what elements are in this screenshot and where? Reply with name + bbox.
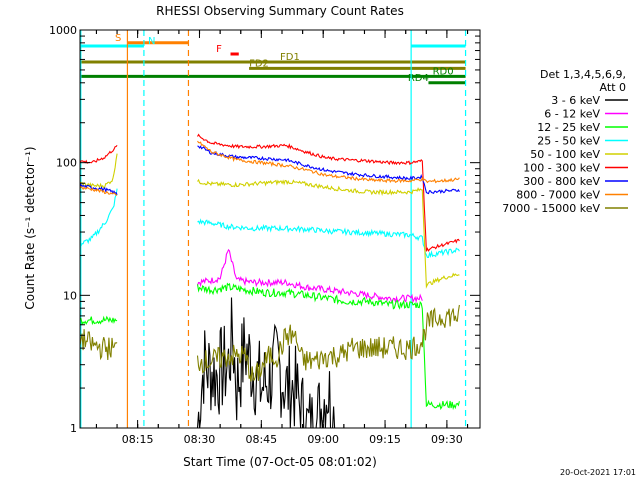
y-tick-label: 1000: [49, 24, 77, 37]
y-tick-label: 1: [70, 422, 77, 435]
plot-border: [79, 29, 481, 429]
flag-label: RD4: [408, 73, 429, 84]
legend-entry-label: 800 - 7000 keV: [516, 189, 600, 202]
legend-entry-label: 12 - 25 keV: [537, 121, 600, 134]
y-tick-label: 100: [56, 157, 77, 170]
x-tick-label: 09:30: [431, 433, 463, 446]
y-tick-label: 10: [63, 289, 77, 302]
x-tick-label: 09:15: [369, 433, 401, 446]
series-line: [79, 153, 460, 289]
flag-label: S: [115, 33, 121, 44]
legend-entry-label: 50 - 100 keV: [530, 148, 600, 161]
series-line: [79, 282, 460, 411]
flag-label: RD0: [433, 66, 454, 77]
axis-ticks: 1 10 100 1000 08:15 08:30 08:45 09:00 09:15 09:30: [49, 24, 480, 446]
legend-entry-label: 7000 - 15000 keV: [502, 202, 600, 215]
flag-label: F: [216, 44, 222, 55]
y-axis-label: Count Rate (s⁻¹ detector⁻¹): [23, 146, 37, 309]
x-tick-label: 09:00: [307, 433, 339, 446]
series-line: [79, 304, 460, 382]
x-tick-label: 08:15: [122, 433, 154, 446]
series-line: [79, 145, 460, 195]
legend-header: Det 1,3,4,5,6,9,: [540, 68, 626, 81]
footer-timestamp: 20-Oct-2021 17:01: [560, 468, 636, 477]
chart-title: RHESSI Observing Summary Count Rates: [156, 4, 404, 18]
series-line: [196, 297, 336, 429]
series-line: [79, 188, 460, 259]
series-line: [79, 133, 460, 252]
legend-entry-label: 100 - 300 keV: [523, 162, 600, 175]
x-tick-label: 08:30: [184, 433, 216, 446]
flag-label: FD2: [249, 58, 269, 69]
data-series: [79, 133, 460, 429]
flag-label: FD1: [280, 52, 300, 63]
legend-header: Att 0: [600, 81, 626, 94]
legend-entry-label: 6 - 12 keV: [544, 108, 600, 121]
legend-entry-label: 3 - 6 keV: [551, 94, 600, 107]
flag-label: N: [148, 36, 155, 47]
x-tick-label: 08:45: [245, 433, 277, 446]
series-line: [196, 248, 423, 304]
legend-entry-label: 300 - 800 keV: [523, 175, 600, 188]
legend-entry-label: 25 - 50 keV: [537, 135, 600, 148]
plot-frame: [79, 29, 481, 429]
x-axis-label: Start Time (07-Oct-05 08:01:02): [183, 455, 377, 469]
series-line: [79, 140, 460, 196]
event-lines: [80, 30, 467, 428]
flag-bars: S N F FD1 FD2 RD0 RD4: [80, 33, 466, 85]
